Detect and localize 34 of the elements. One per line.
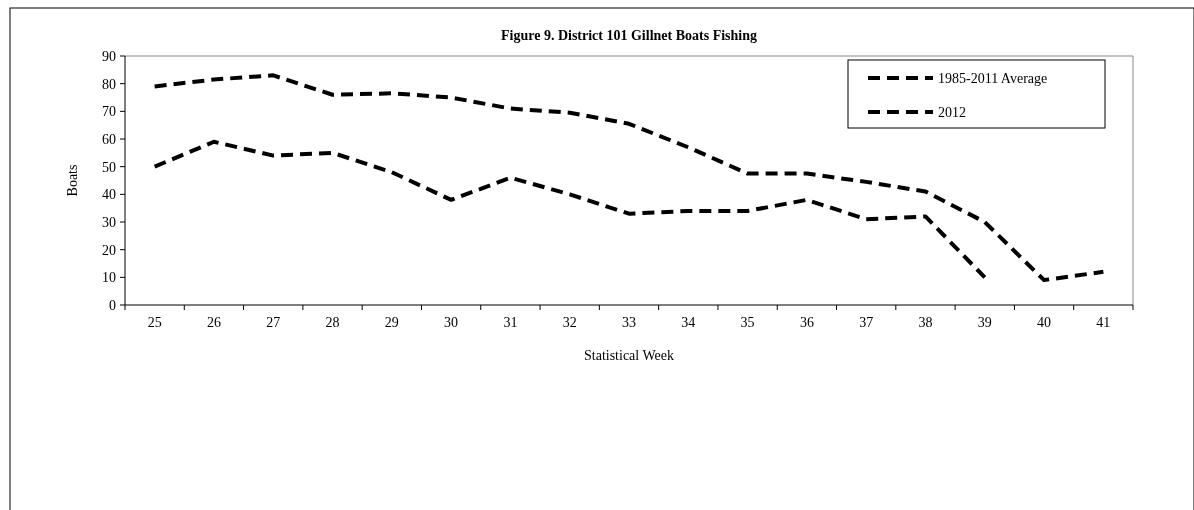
x-tick-label: 32 — [562, 315, 577, 330]
x-tick-label: 35 — [740, 315, 755, 330]
x-tick-label: 38 — [918, 315, 933, 330]
chart-title: Figure 9. District 101 Gillnet Boats Fishing — [500, 28, 758, 43]
x-tick-label: 36 — [799, 315, 814, 330]
x-tick-label: 37 — [859, 315, 874, 330]
y-tick-label: 60 — [102, 131, 116, 147]
x-tick-label: 27 — [266, 315, 281, 330]
x-tick-label: 34 — [681, 315, 696, 330]
x-tick-label: 39 — [977, 315, 992, 330]
y-axis-title: Boats — [65, 164, 80, 197]
x-tick-label: 26 — [206, 315, 221, 330]
x-tick-label: 40 — [1037, 315, 1052, 330]
y-tick-label: 30 — [102, 214, 116, 230]
x-tick-label: 25 — [147, 315, 162, 330]
y-tick-label: 40 — [102, 187, 116, 203]
x-tick-label: 28 — [325, 315, 340, 330]
y-tick-label: 50 — [102, 159, 116, 175]
legend-label: 2012 — [938, 104, 966, 120]
y-tick-label: 0 — [109, 297, 116, 313]
x-tick-label: 31 — [503, 315, 518, 330]
line-series — [152, 73, 1106, 283]
line-series — [152, 139, 987, 280]
x-tick-label: 29 — [384, 315, 399, 330]
legend-label: 1985-2011 Average — [938, 70, 1048, 86]
x-tick-label: 41 — [1096, 315, 1111, 330]
x-axis-title: Statistical Week — [584, 348, 674, 363]
x-tick-label: 33 — [622, 315, 636, 330]
x-tick-label: 30 — [444, 315, 459, 330]
y-tick-label: 10 — [102, 270, 116, 286]
y-tick-label: 70 — [102, 104, 116, 120]
y-tick-label: 90 — [102, 48, 116, 64]
y-tick-label: 20 — [102, 242, 116, 258]
y-tick-label: 80 — [102, 76, 116, 92]
